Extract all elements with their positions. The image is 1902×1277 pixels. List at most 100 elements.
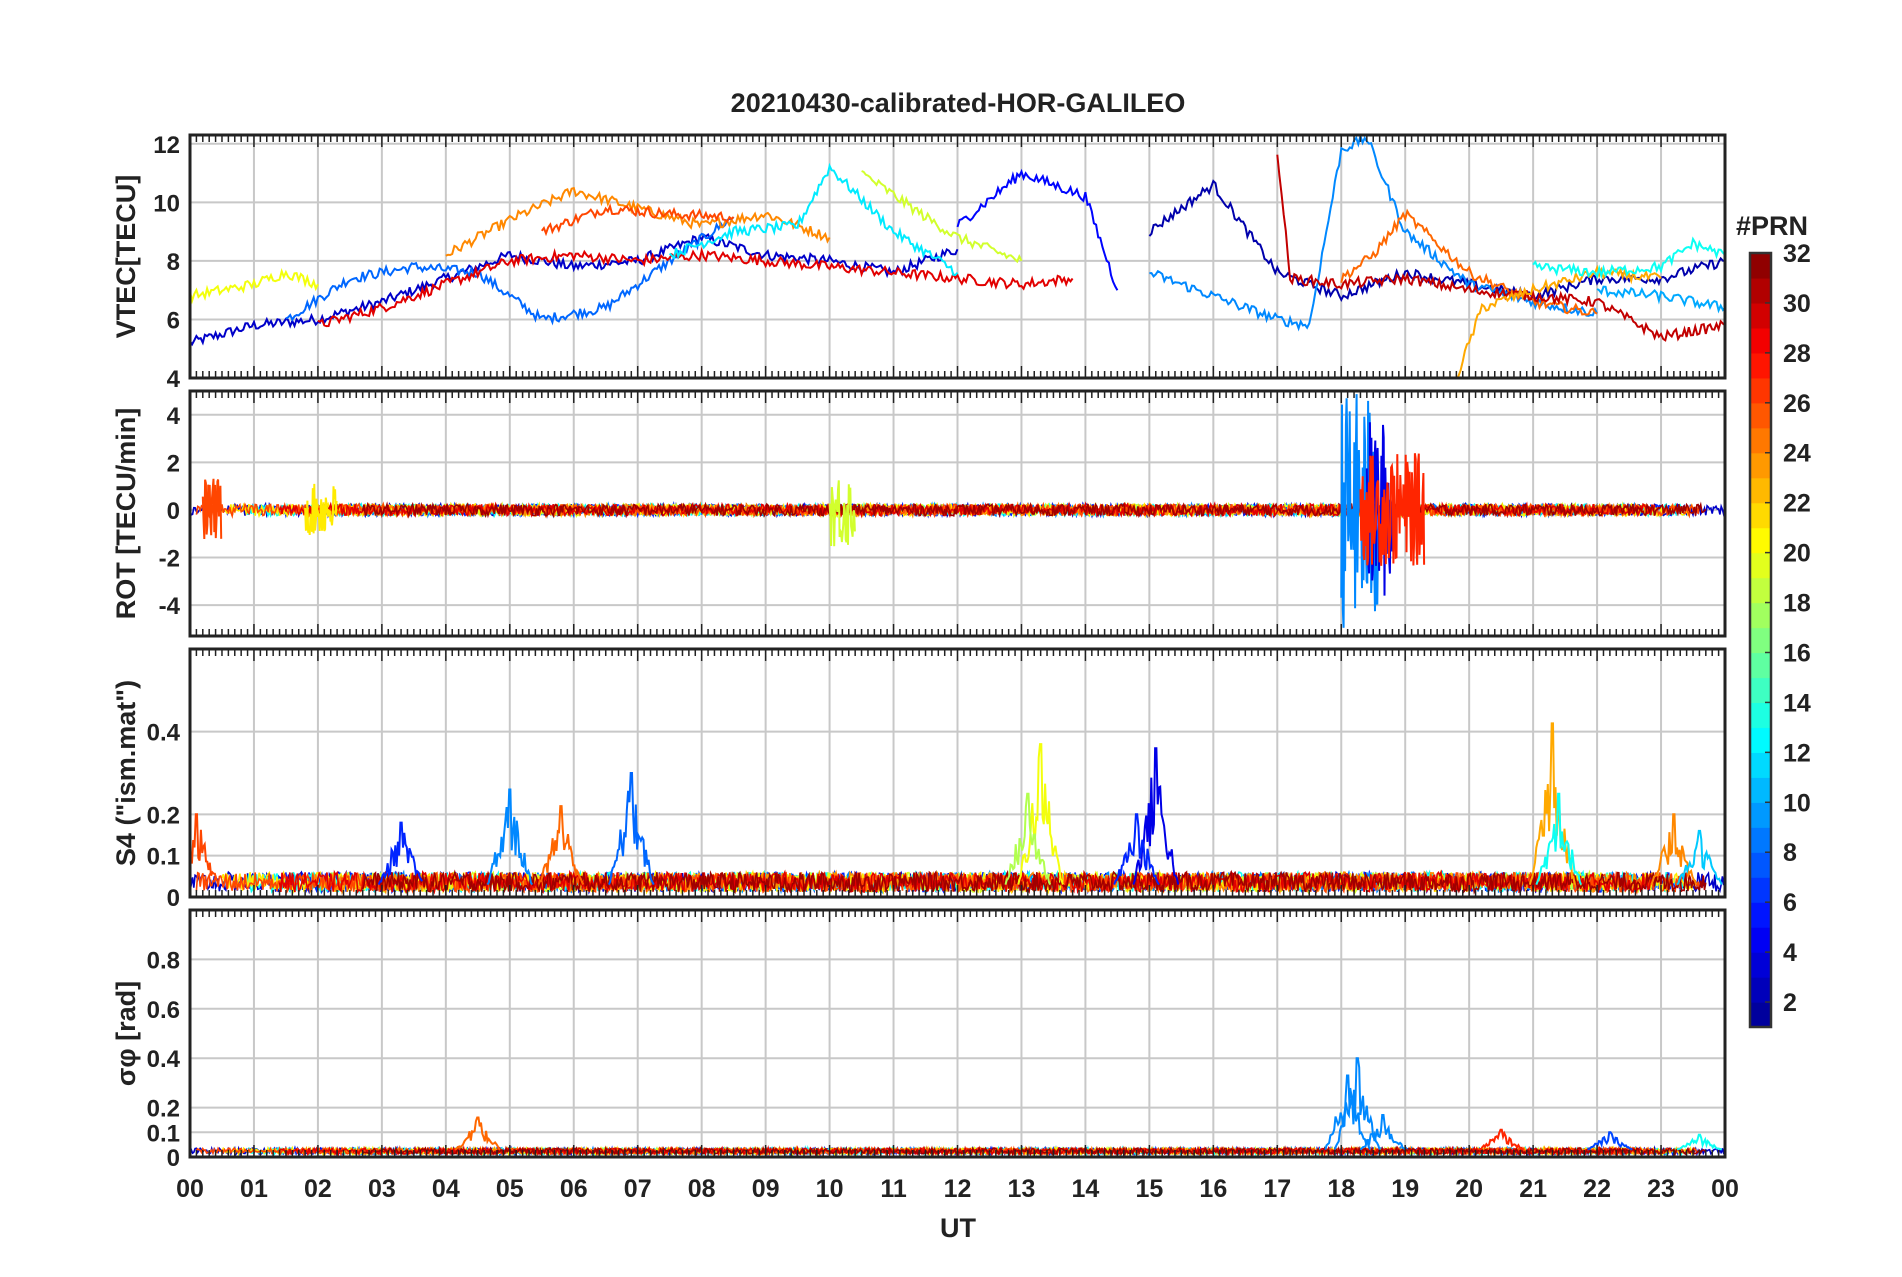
sigma_phi-ytick-label: 0.6 [147, 997, 180, 1024]
colorbar-label: #PRN [1736, 211, 1808, 241]
sigma_phi-ytick-label: 0.4 [147, 1046, 181, 1073]
colorbar-tick-label: 26 [1783, 390, 1811, 418]
vtec-series-prn-5 [956, 168, 1119, 291]
s4-noise-prn-31 [361, 869, 1707, 895]
x-tick-label: 00 [1711, 1175, 1739, 1203]
colorbar-tick-label: 22 [1783, 490, 1811, 518]
colorbar-segment [1750, 527, 1771, 554]
colorbar-segment [1750, 452, 1771, 479]
sigma_phi-series-group [190, 1057, 1725, 1157]
vtec-frame [188, 133, 1727, 380]
x-tick-label: 05 [496, 1175, 524, 1203]
vtec-series-prn-26 [540, 203, 735, 237]
vtec-series-prn-19 [861, 170, 1023, 264]
x-tick-label: 22 [1583, 1175, 1611, 1203]
colorbar-tick-label: 8 [1783, 839, 1797, 867]
x-tick-label: 16 [1199, 1175, 1227, 1203]
rot-ylabel: ROT [TECU/min] [111, 408, 141, 619]
sigma_phi-peak-prn-9 [1324, 1074, 1371, 1151]
s4-peak-prn-6 [377, 821, 424, 885]
s4-peak-prn-11 [1676, 829, 1723, 886]
colorbar-segment [1750, 253, 1771, 279]
sigma_phi-ytick-label: 0.1 [147, 1120, 180, 1147]
x-tick-label: 12 [944, 1175, 972, 1203]
x-tick-label: 02 [304, 1175, 332, 1203]
s4-peak-prn-23 [1528, 722, 1576, 885]
colorbar-segment [1750, 502, 1771, 529]
x-tick-label: 10 [816, 1175, 844, 1203]
sigma_phi-peak-prn-7 [1587, 1131, 1633, 1151]
vtec-ylabel: VTEC[TECU] [111, 175, 141, 339]
colorbar-segment [1750, 477, 1771, 504]
rot-burst-prn-19 [828, 480, 856, 547]
colorbar-segment [1750, 1002, 1771, 1028]
s4-series-group [190, 722, 1725, 896]
rot-burst-prn-27 [1359, 453, 1426, 566]
x-tick-label: 14 [1072, 1175, 1100, 1203]
colorbar-segment [1750, 952, 1771, 978]
chart-title: 20210430-calibrated-HOR-GALILEO [731, 88, 1186, 118]
s4-peak-prn-9 [486, 788, 534, 886]
x-tick-label: 04 [432, 1175, 460, 1203]
rot-burst-prn-26 [201, 478, 223, 540]
s4-peak-prn-25 [537, 805, 585, 886]
colorbar-segment [1750, 702, 1771, 728]
vtec-series-prn-20 [190, 268, 319, 305]
rot-noise-prn-31 [361, 501, 1707, 519]
vtec-series-prn-10 [1596, 285, 1725, 314]
colorbar-tick-label: 18 [1783, 590, 1811, 618]
rot-burst-prn-21 [304, 483, 338, 536]
colorbar-segment [1750, 377, 1771, 404]
vtec-series-prn-3 [190, 233, 959, 347]
x-tick-label: 11 [880, 1175, 907, 1203]
colorbar-tick-label: 2 [1783, 989, 1797, 1017]
x-tick-label: 19 [1391, 1175, 1419, 1203]
colorbar-segment [1750, 402, 1771, 429]
x-tick-label: 06 [560, 1175, 588, 1203]
colorbar-segment [1750, 877, 1771, 903]
sigma_phi-ylabel: σφ [rad] [111, 981, 141, 1086]
s4-peak-prn-20 [1017, 743, 1064, 885]
colorbar-segment [1750, 302, 1771, 329]
colorbar-segment [1750, 552, 1771, 579]
x-tick-label: 15 [1135, 1175, 1163, 1203]
vtec-ytick-label: 6 [167, 307, 180, 334]
vtec-series-prn-8 [285, 216, 735, 326]
panel-sigma_phi: 00.10.2 0.4 0.6 0.8σφ [rad] [111, 908, 1727, 1172]
colorbar-segment [1750, 602, 1771, 629]
rot-ytick-label: 2 [167, 450, 180, 477]
s4-ytick-label: 0 [167, 885, 180, 912]
colorbar-tick-label: 14 [1783, 689, 1811, 717]
s4-peak-prn-26 [190, 813, 219, 882]
panel-s4: 0 0.1 0.2 0.4S4 ("ism.mat") [111, 647, 1727, 912]
colorbar-segment [1750, 277, 1771, 304]
sigma_phi-ytick-label: 0 [167, 1145, 180, 1172]
colorbar-segment [1750, 902, 1771, 928]
x-tick-label: 13 [1008, 1175, 1036, 1203]
colorbar-tick-label: 20 [1783, 540, 1811, 568]
colorbar-segment [1750, 802, 1771, 828]
vtec-series-prn-13 [1532, 236, 1725, 280]
rot-noise-prn-29 [278, 501, 1656, 519]
s4-peak-prn-18 [1004, 792, 1052, 886]
colorbar-segment [1750, 577, 1771, 604]
colorbar-tick-label: 16 [1783, 639, 1811, 667]
vtec-series-group [190, 135, 1725, 378]
rot-ytick-label: 0 [167, 498, 180, 525]
colorbar-frame [1748, 251, 1773, 1029]
colorbar-tick-label: 6 [1783, 889, 1797, 917]
s4-frame [188, 647, 1727, 899]
rot-ytick-label: -2 [159, 546, 180, 573]
colorbar-segment [1750, 777, 1771, 803]
x-tick-label: 00 [176, 1175, 204, 1203]
s4-ylabel: S4 ("ism.mat") [111, 680, 141, 866]
colorbar-segment [1750, 727, 1771, 753]
x-tick-label: 18 [1327, 1175, 1355, 1203]
s4-ytick-label: 0.2 [147, 802, 180, 829]
colorbar-segment [1750, 827, 1771, 853]
colorbar-segment [1750, 352, 1771, 379]
colorbar-segment [1750, 677, 1771, 704]
s4-peak-prn-6 [1113, 813, 1160, 886]
rot-ytick-label: -4 [159, 593, 181, 620]
